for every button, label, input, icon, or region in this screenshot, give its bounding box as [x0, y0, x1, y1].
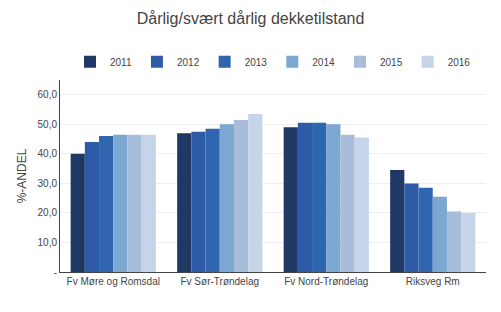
svg-text:Fv Sør-Trøndelag: Fv Sør-Trøndelag [180, 276, 259, 287]
svg-text:10,0: 10,0 [38, 237, 58, 248]
svg-text:Fv Møre og Romsdal: Fv Møre og Romsdal [67, 276, 160, 287]
svg-text:50,0: 50,0 [38, 119, 58, 130]
svg-text:Dårlig/svært dårlig dekketilst: Dårlig/svært dårlig dekketilstand [137, 10, 365, 27]
svg-text:40,0: 40,0 [38, 148, 58, 159]
svg-text:2016: 2016 [448, 57, 471, 68]
svg-text:Fv Nord-Trøndelag: Fv Nord-Trøndelag [284, 276, 368, 287]
svg-text:20,0: 20,0 [38, 207, 58, 218]
svg-text:60,0: 60,0 [38, 89, 58, 100]
svg-text:30,0: 30,0 [38, 178, 58, 189]
svg-text:2011: 2011 [110, 57, 132, 68]
svg-text:Riksveg Rm: Riksveg Rm [406, 276, 460, 287]
svg-text:2012: 2012 [177, 57, 200, 68]
svg-text:-: - [54, 267, 57, 278]
svg-text:2014: 2014 [312, 57, 335, 68]
svg-text:2013: 2013 [245, 57, 268, 68]
svg-text:%-ANDEL: %-ANDEL [15, 148, 29, 203]
svg-text:2015: 2015 [380, 57, 403, 68]
